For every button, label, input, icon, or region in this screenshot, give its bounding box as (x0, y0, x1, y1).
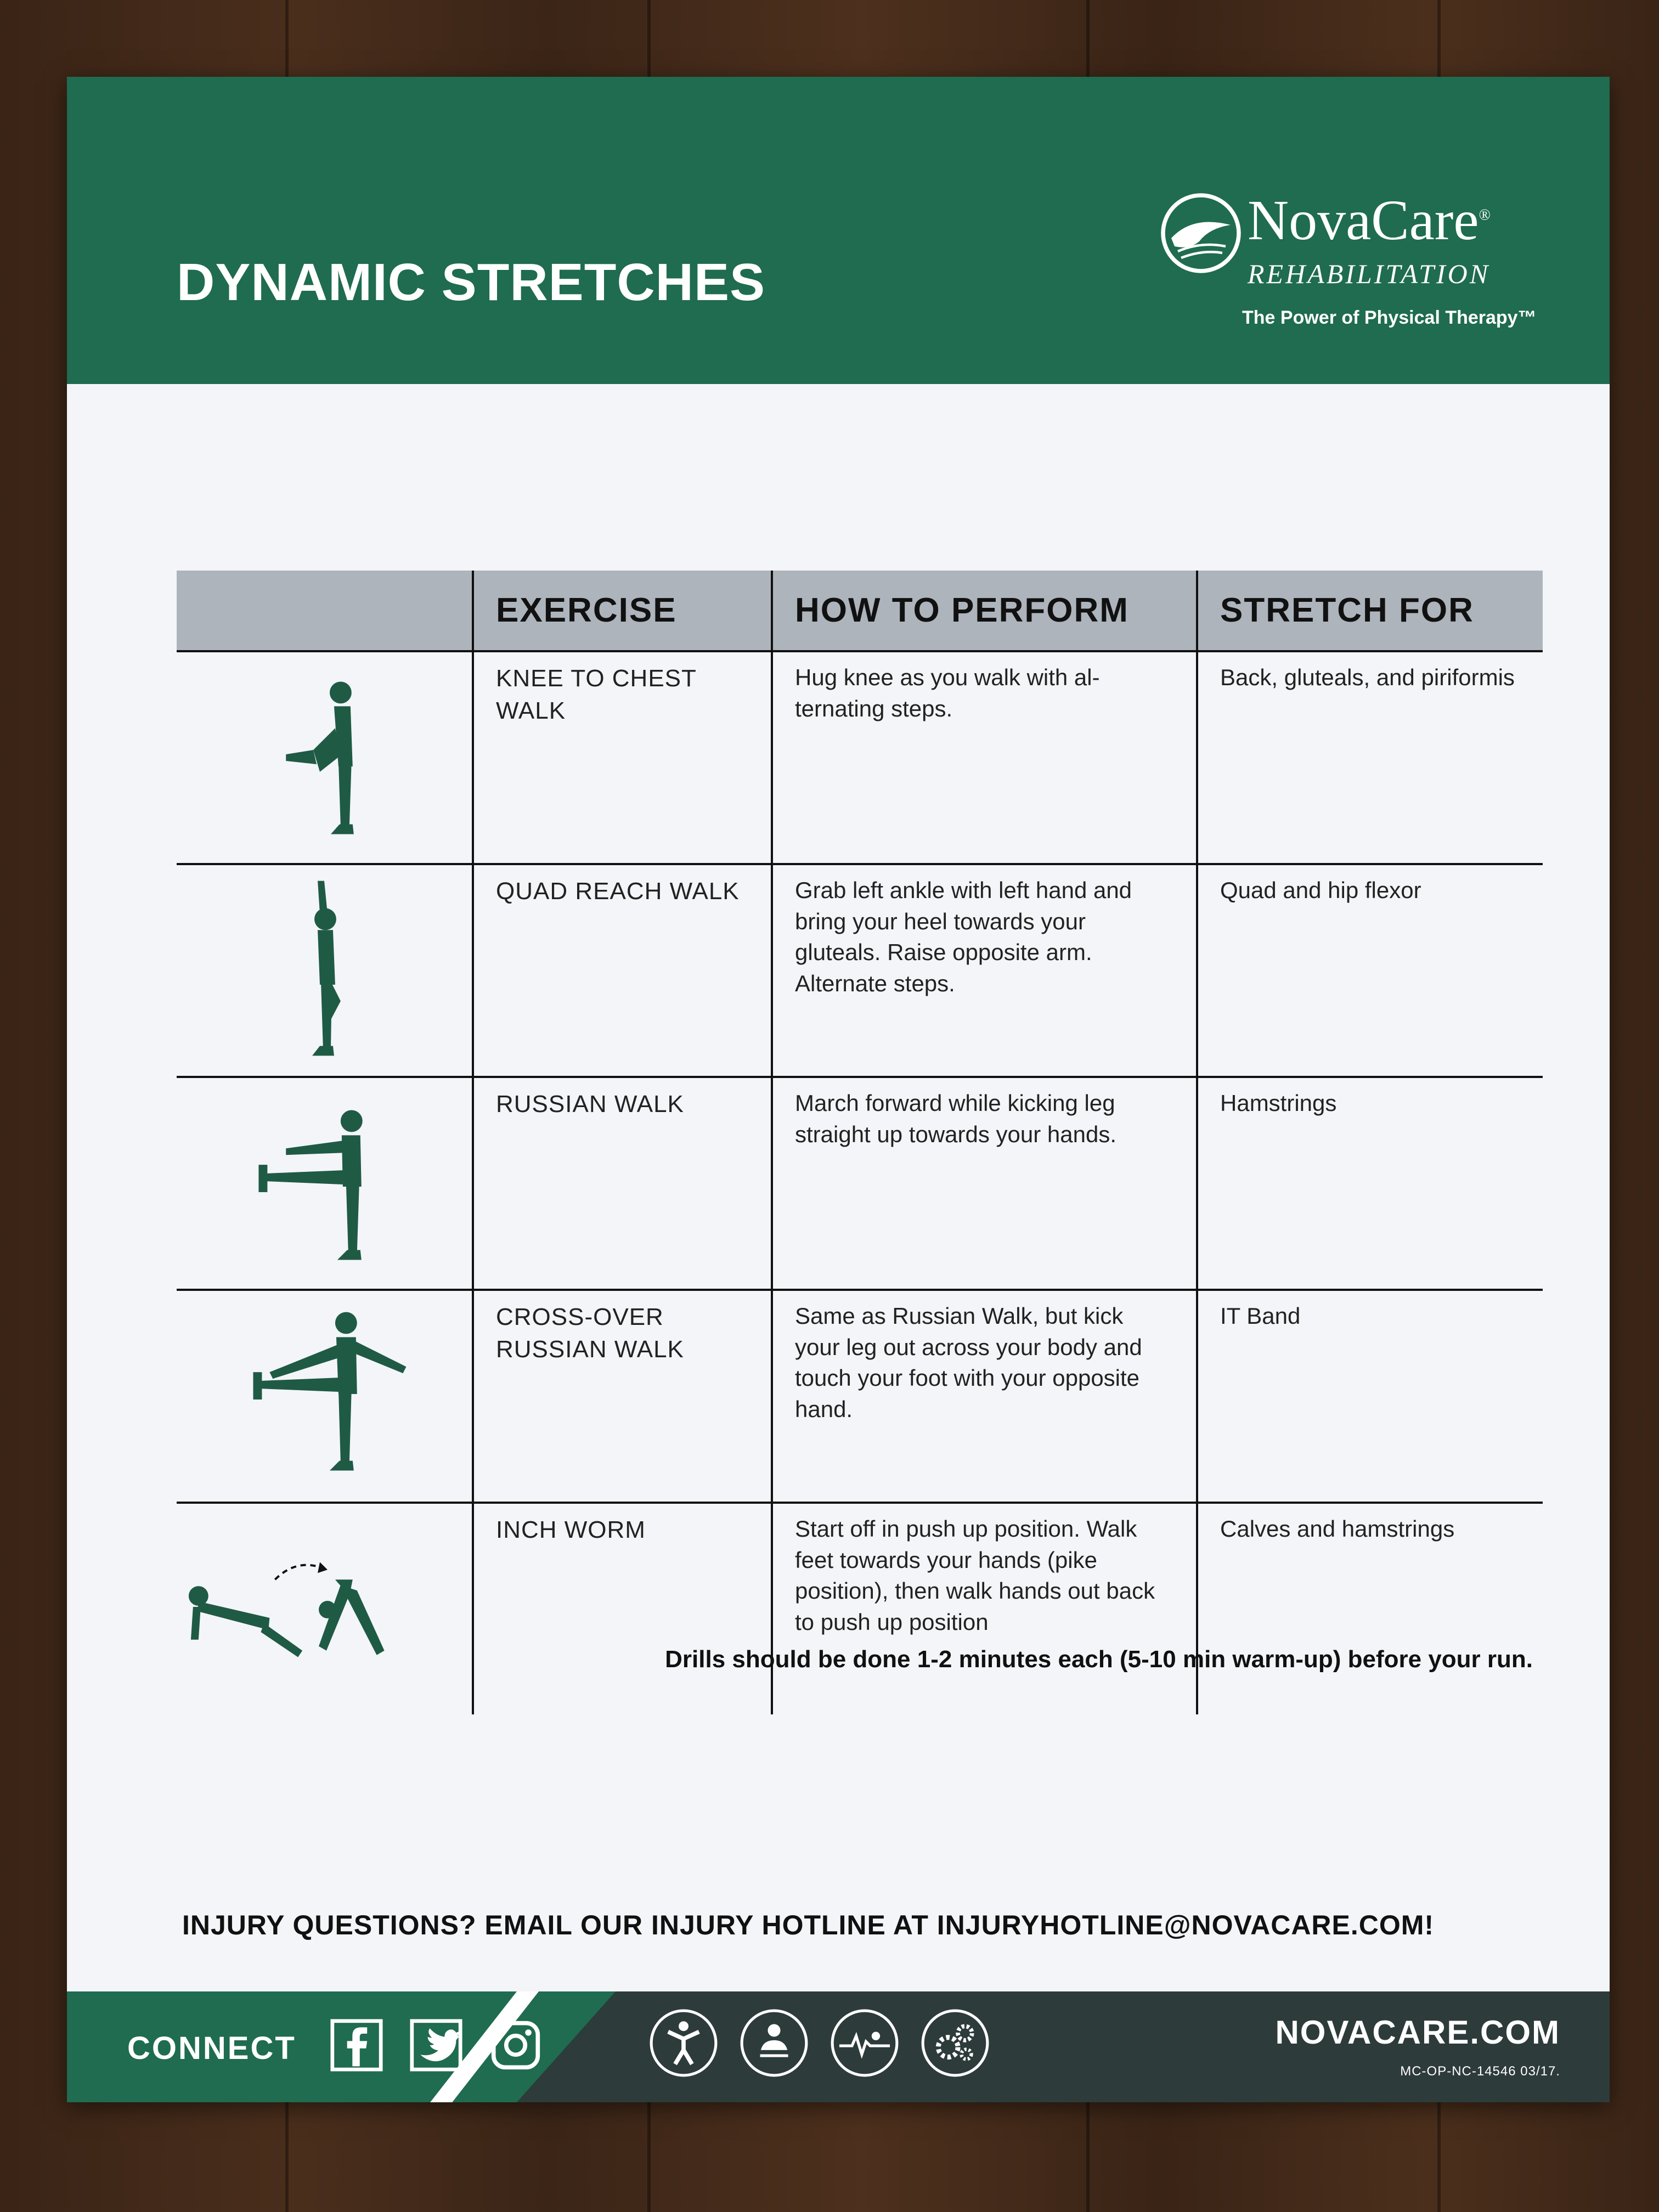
occupational-icon (740, 2009, 808, 2077)
table-row: RUSSIAN WALK March forward while kicking… (177, 1076, 1543, 1290)
exercise-name: RUSSIAN WALK (472, 1076, 772, 1290)
quad-reach-figure-icon (312, 881, 341, 1056)
column-header-exercise: EXERCISE (472, 571, 772, 651)
column-header-stretch: STRETCH FOR (1196, 571, 1543, 651)
gears-icon (921, 2009, 989, 2077)
figure-cell (177, 1289, 473, 1503)
header-banner: DYNAMIC STRETCHES NovaCare® REHABILITATI… (67, 77, 1610, 384)
figure-cell (177, 863, 473, 1077)
brand-tagline: The Power of Physical Therapy™ (1242, 307, 1537, 328)
how-to-perform: Grab left ankle with left hand and bring… (771, 863, 1197, 1077)
how-to-perform: Same as Russian Walk, but kick your leg … (771, 1289, 1197, 1503)
cross-over-figure-icon (253, 1312, 407, 1471)
table-row: KNEE TO CHEST WALK Hug knee as you walk … (177, 650, 1543, 864)
brand-subtitle: REHABILITATION (1248, 258, 1491, 289)
table-row: INCH WORM Start off in push up position.… (177, 1502, 1543, 1714)
column-header-icon (177, 571, 473, 651)
knee-to-chest-figure-icon (286, 681, 354, 834)
fitness-person-icon (650, 2009, 718, 2077)
connect-label: CONNECT (127, 2030, 296, 2066)
how-to-perform: March forward while kicking leg straight… (771, 1076, 1197, 1290)
facebook-icon[interactable] (330, 2019, 383, 2072)
novacare-logo: NovaCare® REHABILITATION The Power of Ph… (1160, 192, 1544, 335)
drills-note: Drills should be done 1-2 minutes each (… (665, 1646, 1533, 1673)
exercise-name: CROSS-OVER RUSSIAN WALK (472, 1289, 772, 1503)
figure-cell (177, 650, 473, 864)
russian-walk-figure-icon (258, 1110, 363, 1260)
flyer-sheet: DYNAMIC STRETCHES NovaCare® REHABILITATI… (67, 77, 1610, 2102)
heart-rate-icon (831, 2009, 899, 2077)
footer-bar: CONNECT (67, 1991, 1610, 2102)
exercise-name: QUAD REACH WALK (472, 863, 772, 1077)
figure-cell (177, 1502, 473, 1714)
table-header-row: EXERCISE HOW TO PERFORM STRETCH FOR (177, 571, 1543, 651)
stretch-for: IT Band (1196, 1289, 1543, 1503)
stretch-for: Quad and hip flexor (1196, 863, 1543, 1077)
twitter-icon[interactable] (410, 2019, 462, 2072)
brand-name: NovaCare® (1248, 189, 1491, 252)
how-to-perform: Hug knee as you walk with al-ternating s… (771, 650, 1197, 864)
instagram-icon[interactable] (489, 2019, 542, 2072)
exercise-name: INCH WORM (472, 1502, 772, 1714)
website-link[interactable]: NOVACARE.COM (1275, 2014, 1560, 2051)
stretch-for: Hamstrings (1196, 1076, 1543, 1290)
figure-cell (177, 1076, 473, 1290)
stretch-for: Back, gluteals, and piriformis (1196, 650, 1543, 864)
table-row: CROSS-OVER RUSSIAN WALK Same as Russian … (177, 1289, 1543, 1503)
inch-worm-figure-icon (188, 1562, 385, 1657)
stretch-for: Calves and hamstrings (1196, 1502, 1543, 1714)
injury-hotline: INJURY QUESTIONS? EMAIL OUR INJURY HOTLI… (182, 1910, 1435, 1940)
column-header-how: HOW TO PERFORM (771, 571, 1197, 651)
document-code: MC-OP-NC-14546 03/17. (1400, 2064, 1560, 2079)
exercise-name: KNEE TO CHEST WALK (472, 650, 772, 864)
table-row: QUAD REACH WALK Grab left ankle with lef… (177, 863, 1543, 1077)
bird-logo-icon (1161, 193, 1241, 273)
stretch-table: EXERCISE HOW TO PERFORM STRETCH FOR (177, 571, 1543, 1714)
how-to-perform: Start off in push up position. Walk feet… (771, 1502, 1197, 1714)
page-title: DYNAMIC STRETCHES (177, 253, 766, 312)
